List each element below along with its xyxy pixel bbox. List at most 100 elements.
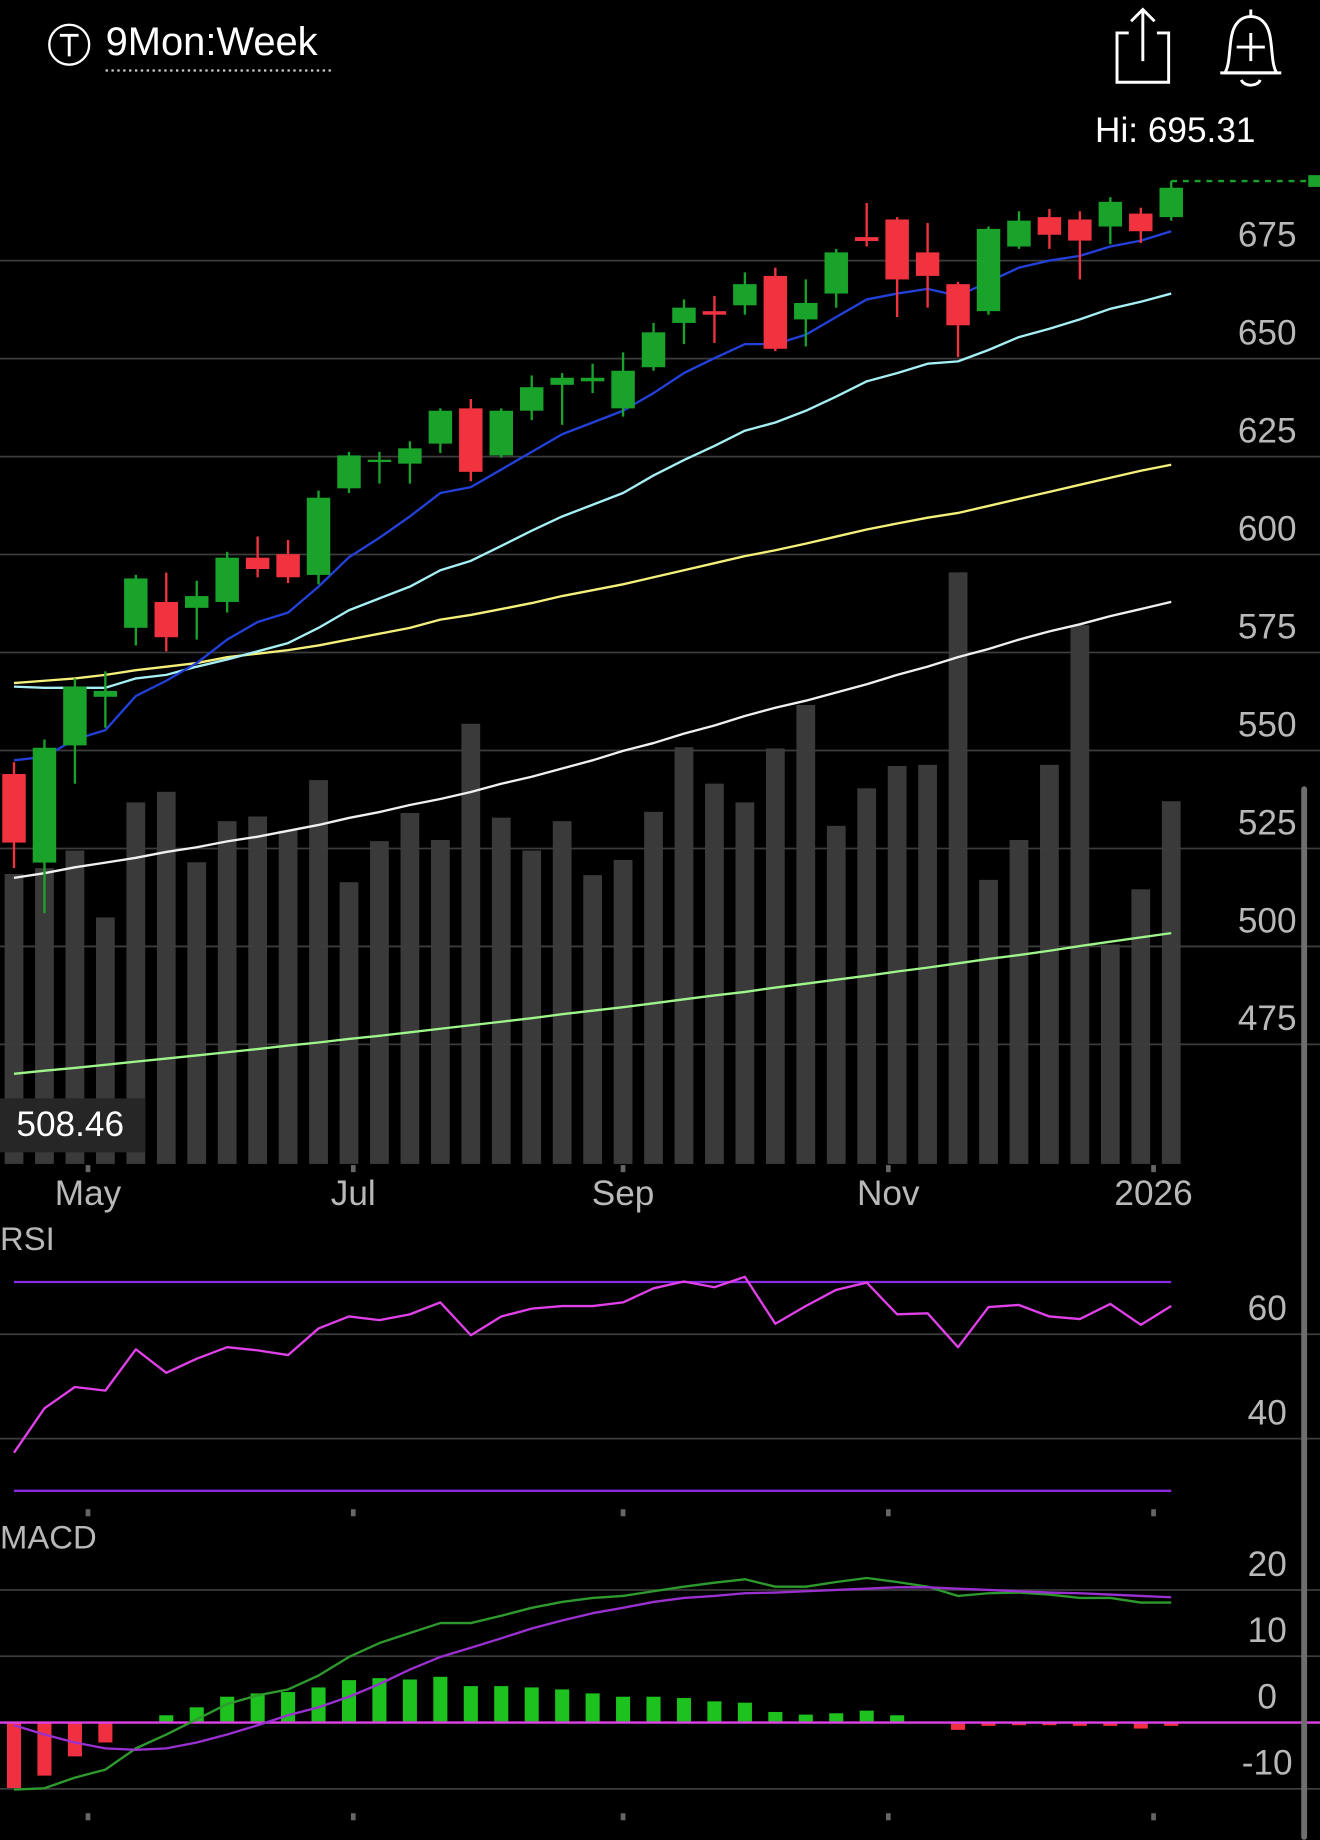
candle-body [93, 690, 118, 697]
y-tick-label: 60 [1248, 1289, 1287, 1328]
candle-body [519, 387, 544, 411]
candle-body [1037, 217, 1062, 235]
candle-body [337, 455, 361, 489]
x-tick-label: May [55, 1174, 122, 1213]
candle-body [976, 228, 1001, 312]
volume-bar [35, 868, 54, 1164]
candle-body [794, 302, 818, 320]
histogram-bar [1072, 1722, 1087, 1726]
high-label: Hi: 695.31 [1095, 111, 1255, 150]
y-tick-label: 550 [1238, 705, 1297, 744]
volume-bar [461, 723, 481, 1164]
histogram-bar [798, 1714, 813, 1723]
panel-title: MACD [0, 1519, 97, 1556]
volume-bar [339, 882, 359, 1164]
histogram-bar [1133, 1722, 1148, 1729]
histogram-bar [1164, 1722, 1179, 1726]
panel-title: RSI [0, 1220, 55, 1257]
candle-body [215, 557, 239, 602]
volume-bar [309, 780, 328, 1164]
x-tick-label: Nov [857, 1174, 920, 1213]
moving-average-line [13, 600, 1172, 880]
histogram-bar [341, 1680, 357, 1723]
y-tick-label: 10 [1248, 1611, 1287, 1650]
volume-bar [522, 850, 542, 1164]
ticker-icon [48, 23, 91, 66]
candle-body [276, 554, 300, 578]
y-tick-label: 575 [1238, 607, 1297, 646]
candle-body [398, 448, 422, 464]
candle-body [580, 377, 605, 382]
histogram-bar [37, 1722, 52, 1776]
share-box [1115, 31, 1171, 84]
volume-bar [948, 572, 968, 1164]
candle-body [154, 601, 179, 638]
volume-bar [217, 821, 237, 1164]
volume-bar [126, 802, 146, 1164]
volume-bar [979, 879, 998, 1164]
bell-plus [1220, 9, 1282, 87]
volume-bar [248, 816, 268, 1164]
volume-bar [491, 817, 511, 1164]
header: 9Mon:Week [48, 7, 1282, 87]
candle-body [32, 747, 57, 863]
y-tick-label: 0 [1257, 1677, 1277, 1716]
candle-body [428, 410, 453, 444]
candle-body [1098, 201, 1123, 227]
bell [1222, 15, 1280, 75]
timeframe-title[interactable]: 9Mon:Week [106, 20, 318, 64]
macd-line [13, 1586, 1172, 1751]
candle-body [63, 686, 87, 746]
moving-average-line [13, 292, 1172, 689]
histogram-bar [159, 1715, 174, 1723]
candle-body [489, 410, 513, 456]
candle-body [824, 252, 848, 294]
share-button[interactable] [1115, 7, 1171, 84]
y-tick-label: 20 [1248, 1545, 1287, 1584]
histogram-bar [98, 1722, 113, 1743]
volume-bar [644, 811, 663, 1164]
histogram-bar [463, 1686, 478, 1723]
histogram-bar [433, 1676, 448, 1723]
low-label: 508.46 [16, 1105, 124, 1144]
moving-average-line [13, 463, 1172, 685]
x-tick-label: Jul [331, 1174, 376, 1213]
histogram-bar [890, 1715, 905, 1723]
candle-body [885, 219, 909, 280]
candle-body [702, 311, 727, 315]
moving-average-line [13, 931, 1172, 1075]
volume-bar [918, 764, 937, 1164]
histogram-bar [737, 1702, 752, 1723]
candle-body [306, 497, 331, 575]
histogram-bar [768, 1711, 783, 1723]
y-tick-label: 40 [1248, 1393, 1287, 1432]
histogram-bar [1042, 1722, 1057, 1726]
volume-bar [278, 830, 298, 1164]
volume-bar [796, 704, 816, 1164]
histogram-bar [981, 1722, 996, 1726]
histogram-bar [829, 1713, 844, 1723]
volume-bar [370, 841, 389, 1164]
candle-body [2, 774, 26, 843]
candle-body [1159, 187, 1183, 218]
volume-bar [826, 825, 846, 1164]
candle-body [611, 370, 635, 409]
histogram-bar [676, 1698, 692, 1723]
scrollbar[interactable] [1301, 786, 1308, 1840]
histogram-bar [6, 1722, 22, 1790]
y-tick-label: 650 [1238, 313, 1297, 352]
candle-body [367, 459, 392, 463]
alert-button[interactable] [1220, 9, 1282, 87]
volume-bar [1040, 764, 1059, 1164]
candle-body [641, 332, 666, 368]
volume-bar [583, 875, 603, 1164]
volume-bar [187, 862, 207, 1164]
histogram-bar [616, 1696, 631, 1723]
y-tick-label: 600 [1238, 509, 1297, 548]
candle-body [763, 275, 788, 349]
volume-bar [1009, 839, 1029, 1164]
candle-body [1007, 220, 1031, 247]
volume-bar [735, 802, 755, 1164]
